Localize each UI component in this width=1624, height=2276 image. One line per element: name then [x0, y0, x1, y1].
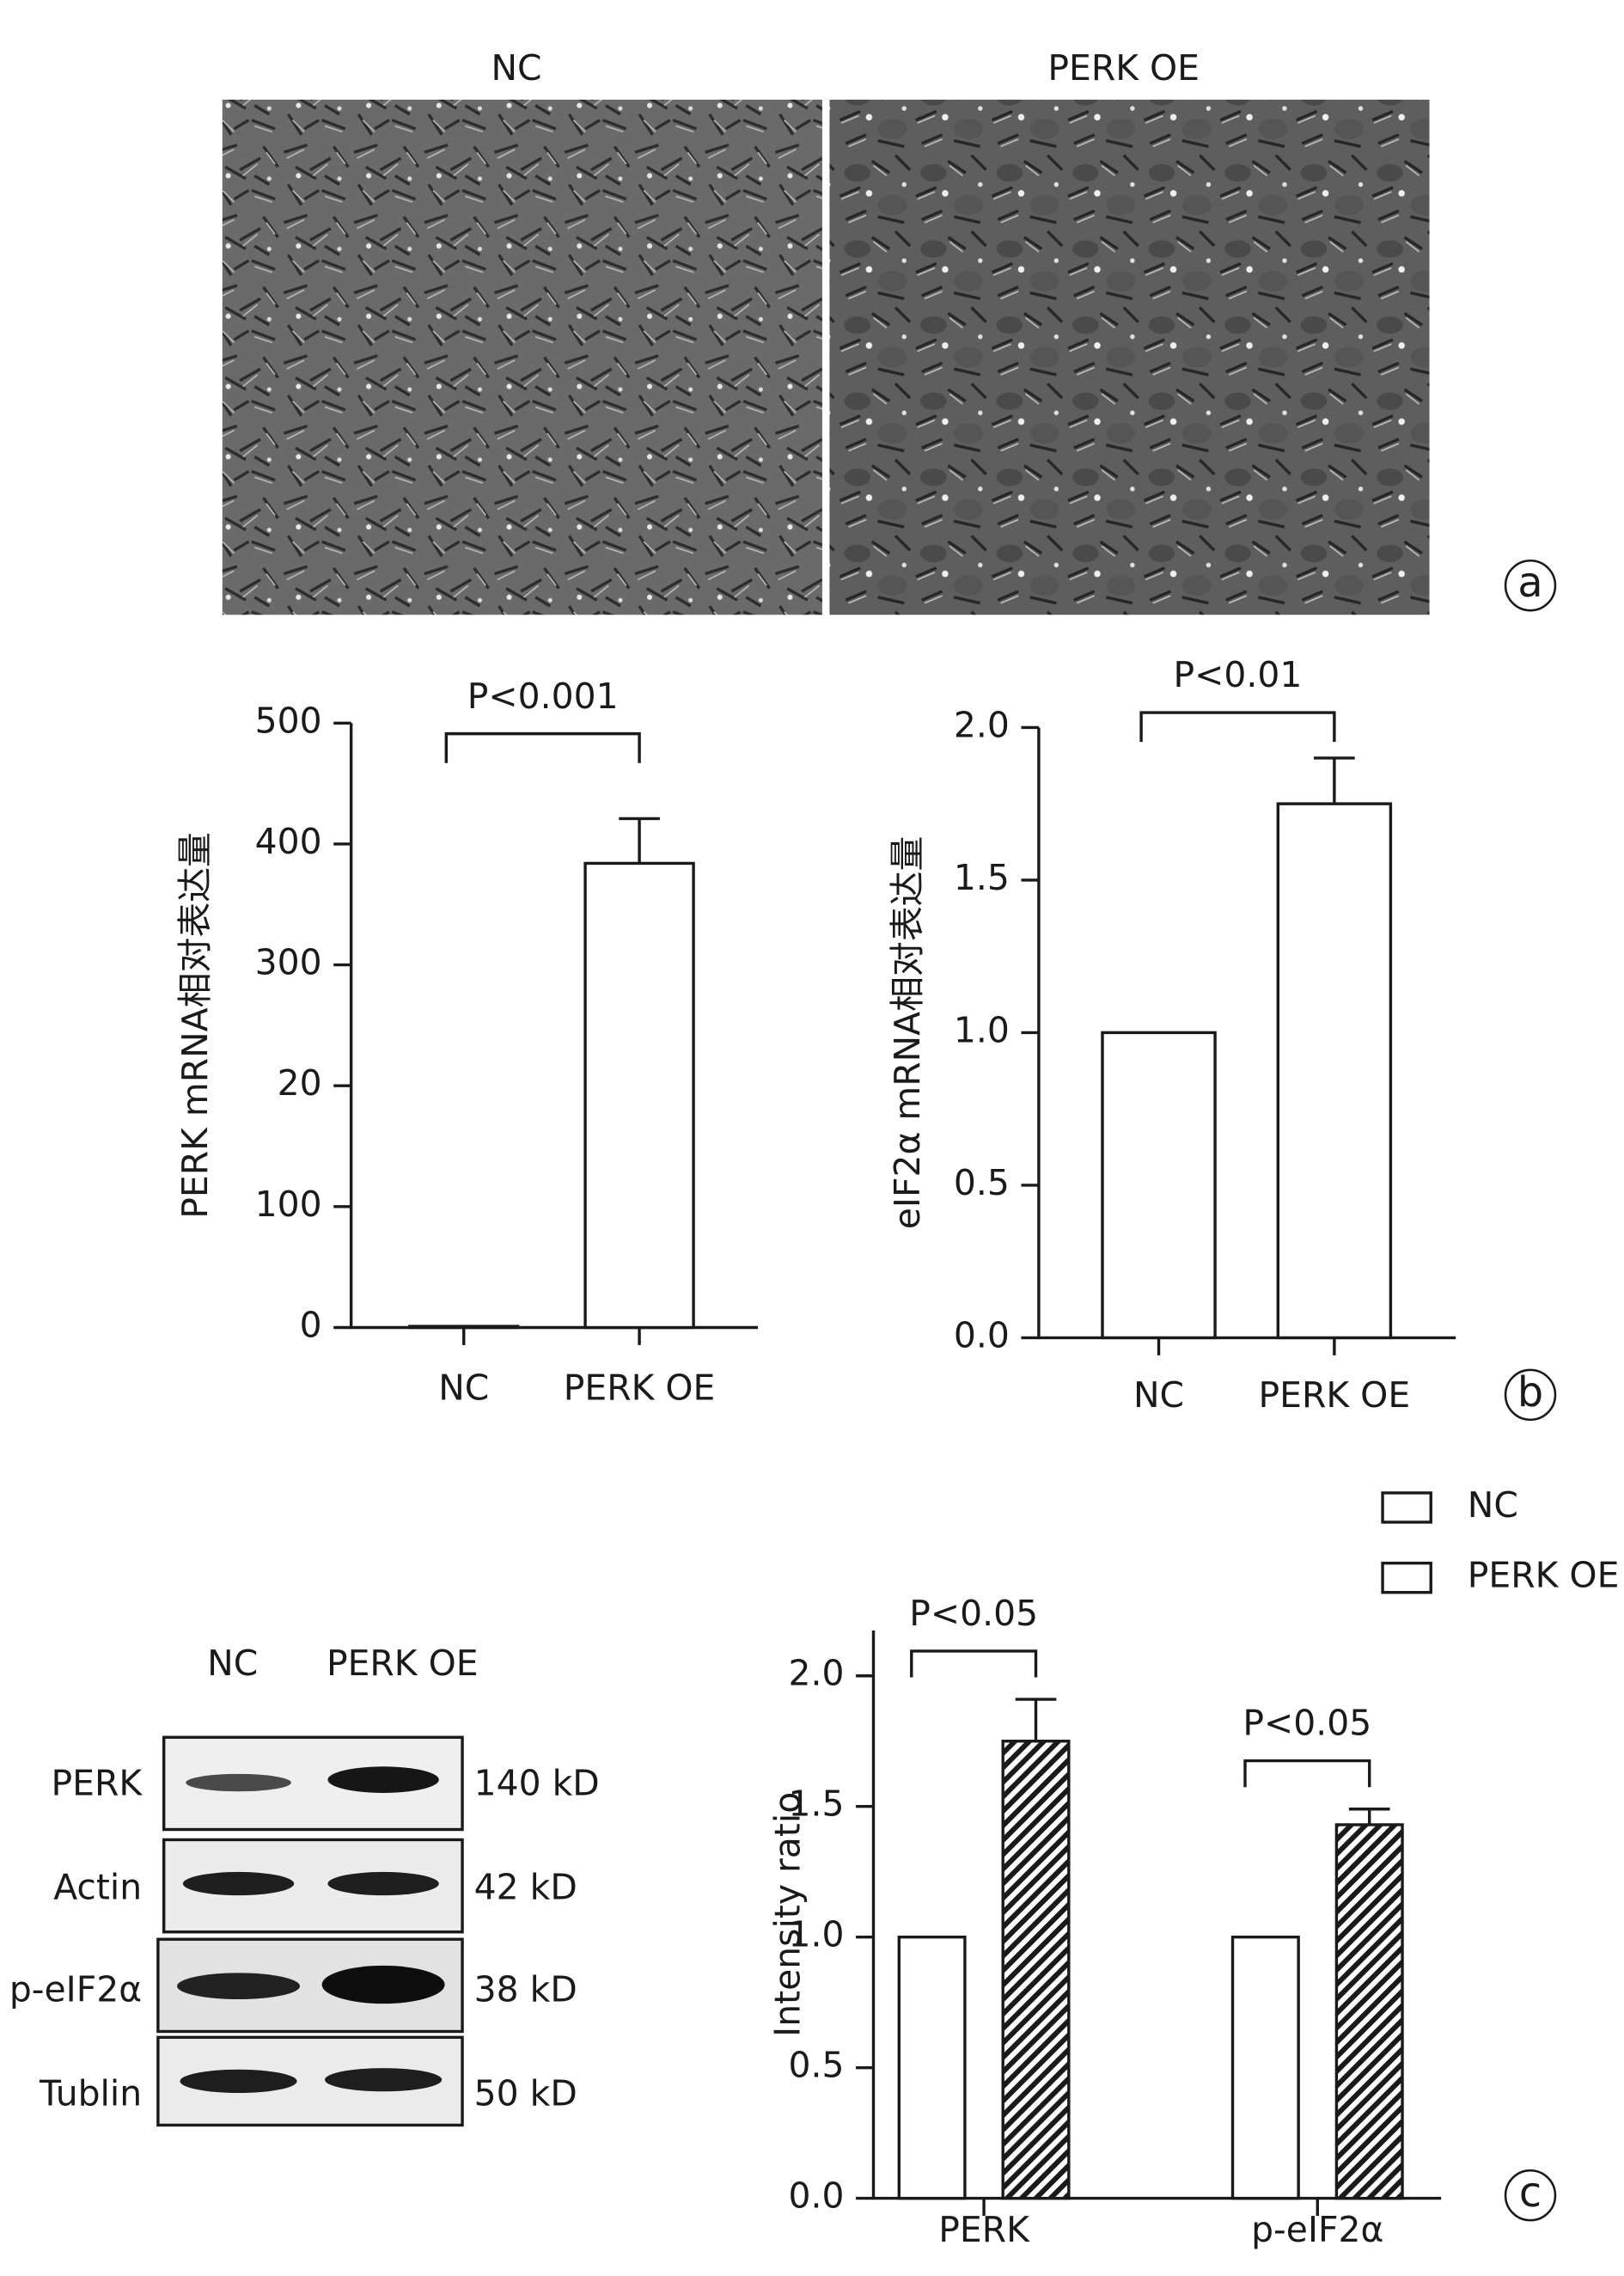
blot-row-label: p-eIF2α	[9, 1969, 142, 2010]
legend-label: NC	[1468, 1484, 1518, 1526]
bar	[1001, 1740, 1071, 2200]
y-axis-label: PERK mRNA相对表达量	[174, 832, 216, 1219]
panel-label: c	[1519, 2169, 1542, 2217]
bar	[897, 1935, 967, 2200]
y-tick-label: 1.5	[788, 1783, 844, 1825]
x-tick-label: PERK OE	[1259, 1374, 1411, 1416]
legend-swatch	[1381, 1561, 1432, 1594]
blot-size-label: 42 kD	[474, 1866, 577, 1907]
significance-label: P<0.01	[1174, 654, 1303, 695]
y-tick-label: 1.0	[954, 1009, 1010, 1050]
blot-row-label: PERK	[52, 1762, 143, 1803]
blot-row-label: Tublin	[39, 2072, 142, 2114]
error-bar	[1015, 1698, 1057, 1741]
panel-label-circle	[1504, 1368, 1557, 1422]
error-bar	[1314, 756, 1355, 805]
blot-column-label: PERK OE	[327, 1643, 479, 1684]
blot-column-label: NC	[207, 1643, 258, 1684]
x-tick-label: PERK	[938, 2209, 1030, 2250]
significance-bracket	[444, 731, 641, 763]
panel-label: b	[1517, 1369, 1543, 1416]
y-tick-label: 300	[255, 942, 322, 983]
micrograph	[829, 99, 1430, 615]
significance-label: P<0.05	[909, 1593, 1038, 1634]
y-tick-label: 0.0	[788, 2175, 844, 2217]
bar	[583, 861, 695, 1330]
y-tick-label: 2.0	[954, 704, 1010, 745]
bar	[1334, 1823, 1404, 2200]
significance-label: P<0.05	[1242, 1703, 1371, 1744]
significance-bracket	[1139, 711, 1336, 743]
image-label: PERK OE	[1047, 47, 1200, 89]
x-tick-label: NC	[1133, 1374, 1184, 1416]
bar	[1101, 1031, 1217, 1340]
micrograph	[222, 99, 822, 615]
blot-row-label: Actin	[53, 1866, 142, 1907]
panel-label: a	[1517, 560, 1542, 607]
axis-line	[349, 723, 758, 1330]
error-bar	[1348, 1808, 1390, 1825]
significance-label: P<0.001	[467, 676, 619, 717]
x-tick-label: PERK OE	[564, 1367, 716, 1409]
blot-size-label: 140 kD	[474, 1762, 600, 1803]
x-tick-label: NC	[438, 1367, 489, 1409]
legend-swatch	[1381, 1491, 1432, 1524]
y-tick-label: 0.0	[954, 1314, 1010, 1355]
y-tick-label: 0.5	[954, 1162, 1010, 1203]
y-axis-label: Intensity ratio	[766, 1792, 808, 2037]
y-axis-label: eIF2α mRNA相对表达量	[887, 836, 928, 1230]
y-tick-label: 0.5	[788, 2045, 844, 2086]
x-tick-label: p-eIF2α	[1251, 2209, 1383, 2250]
y-tick-label: 0	[300, 1305, 322, 1346]
y-tick-label: 2.0	[788, 1653, 844, 1694]
legend-label: PERK OE	[1468, 1555, 1620, 1596]
blot	[156, 1735, 464, 2127]
bar	[1230, 1935, 1300, 2200]
blot-size-label: 38 kD	[474, 1969, 577, 2010]
significance-bracket	[1243, 1759, 1371, 1788]
y-tick-label: 400	[255, 821, 322, 862]
bar	[1276, 802, 1393, 1340]
image-label: NC	[491, 47, 541, 89]
panel-label-circle	[1504, 2169, 1557, 2222]
y-tick-label: 20	[278, 1062, 322, 1104]
bar	[408, 1325, 520, 1330]
error-bar	[619, 817, 660, 864]
significance-bracket	[910, 1649, 1038, 1678]
y-tick-label: 1.5	[954, 857, 1010, 898]
panel-label-circle	[1504, 560, 1557, 612]
y-tick-label: 1.0	[788, 1914, 844, 1955]
blot-size-label: 50 kD	[474, 2072, 577, 2114]
y-tick-label: 500	[255, 700, 322, 741]
y-tick-label: 100	[255, 1184, 322, 1225]
